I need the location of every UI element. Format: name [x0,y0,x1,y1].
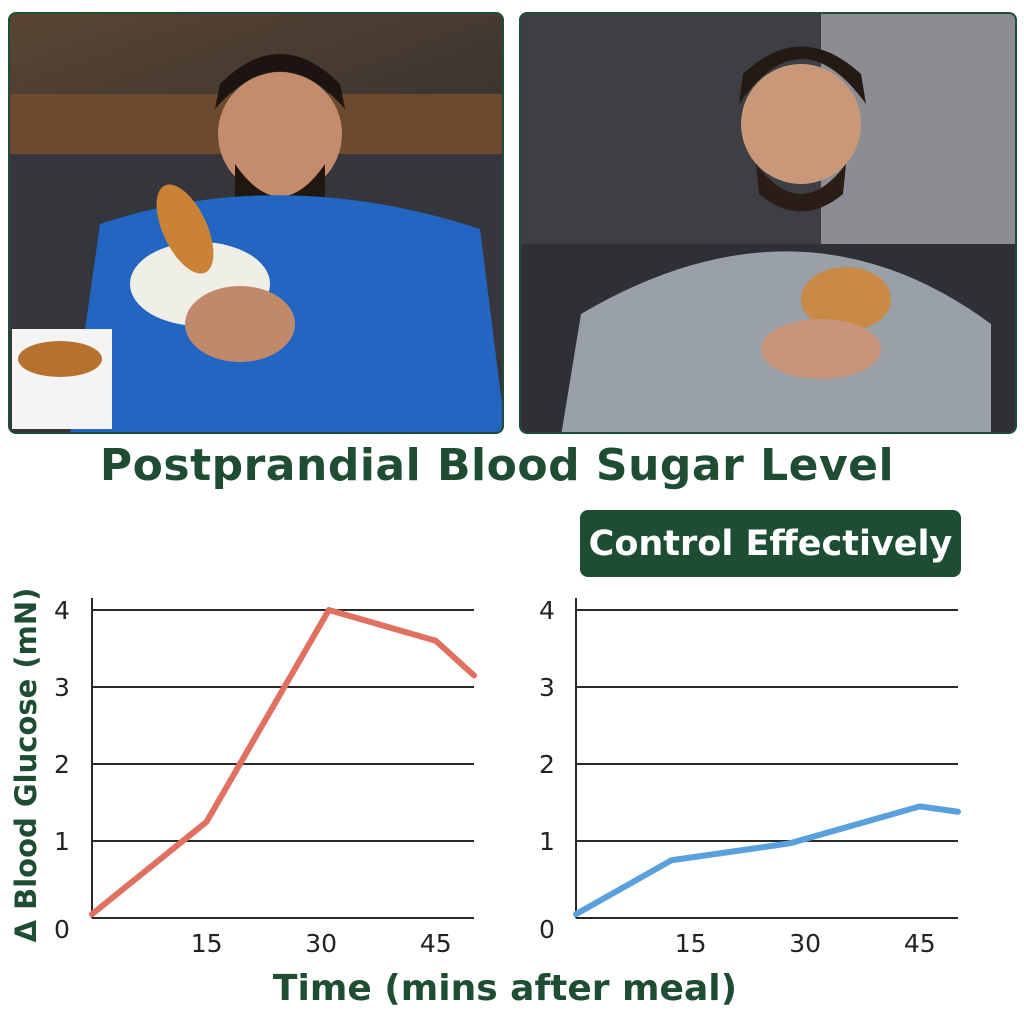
x-tick-label-1-1: 30 [789,929,821,958]
y-tick-label-1-0: 0 [539,915,555,944]
badge-label: Control Effectively [588,523,953,564]
y-tick-label-0-2: 2 [54,750,70,779]
x-tick-label-1-2: 45 [904,929,936,958]
y-tick-label-0-0: 0 [54,915,70,944]
y-tick-label-1-3: 3 [539,673,555,702]
series-line-1-0 [573,803,961,918]
photo-left-unhealthy-meal [8,12,504,434]
page-title: Postprandial Blood Sugar Level [99,440,895,491]
y-tick-label-1-1: 1 [539,827,555,856]
y-tick-label-1-2: 2 [539,750,555,779]
y-tick-label-0-3: 3 [54,673,70,702]
y-tick-label-0-4: 4 [54,596,70,625]
x-tick-label-0-2: 45 [420,929,452,958]
y-tick-label-1-4: 4 [539,596,555,625]
photo-right-healthy-meal [519,12,1017,434]
y-tick-label-0-1: 1 [54,827,70,856]
x-tick-label-0-0: 15 [191,929,223,958]
x-tick-label-0-1: 30 [305,929,337,958]
x-tick-label-1-0: 15 [675,929,707,958]
control-effectively-badge: Control Effectively [580,510,961,577]
x-axis-label: Time (mins after meal) [272,968,738,1009]
series-line-0-0 [89,607,477,918]
